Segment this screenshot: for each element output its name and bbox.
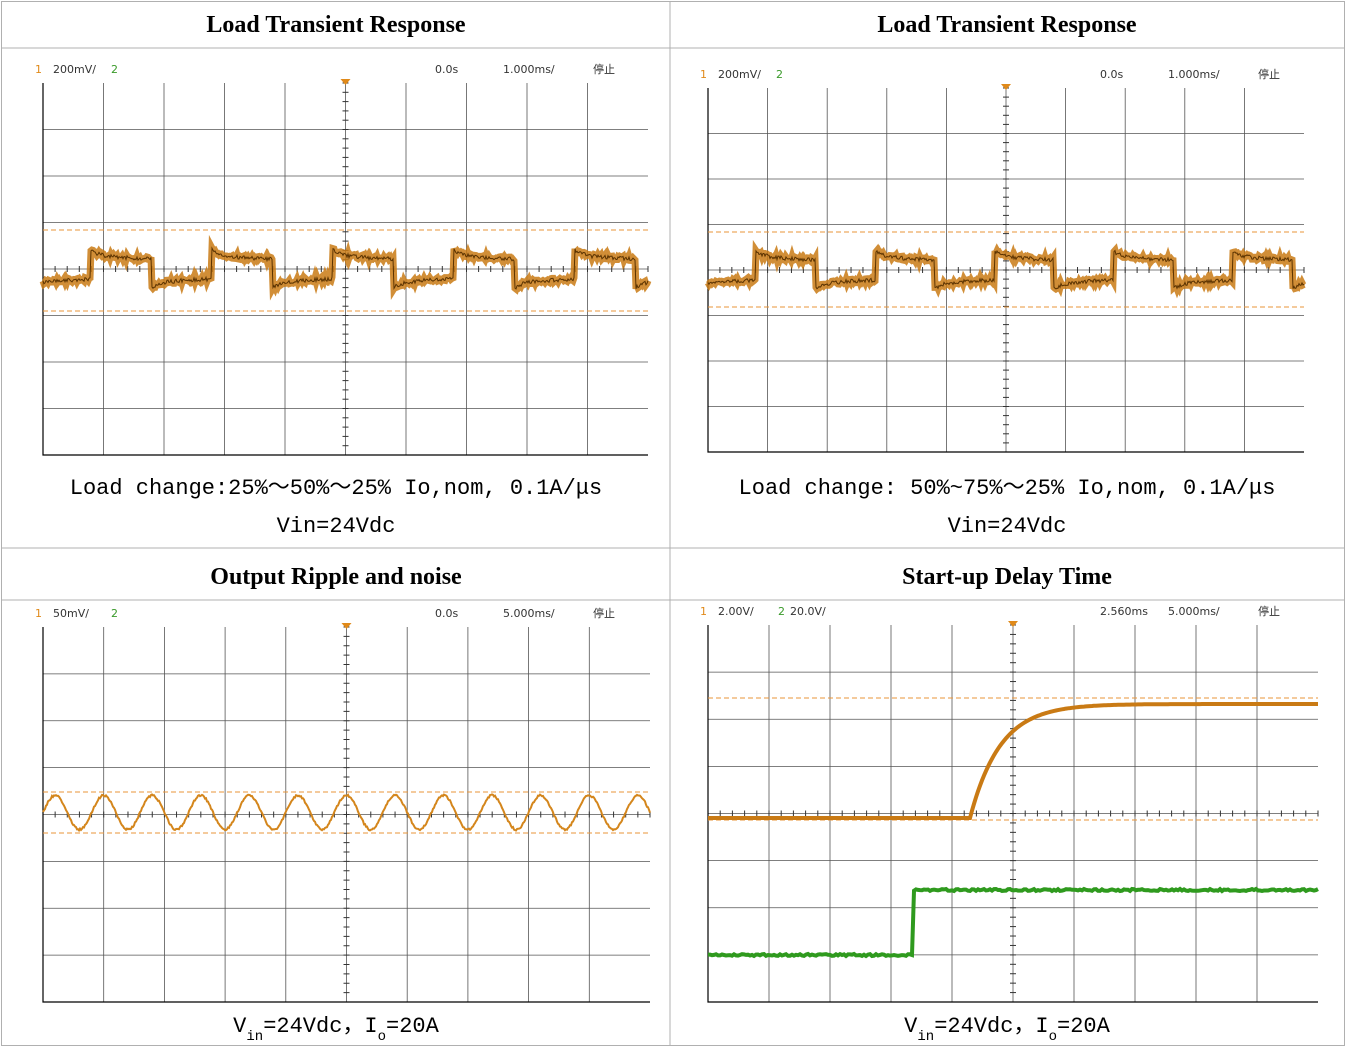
- scope-label: 1.000ms/: [503, 63, 555, 76]
- scope-label: 50mV/: [53, 607, 89, 620]
- section-title: Output Ripple and noise: [210, 564, 462, 590]
- caption-part: =24Vdc，I: [934, 1014, 1048, 1039]
- scope-label: 2: [778, 605, 785, 618]
- caption-part: =24Vdc，I: [263, 1014, 377, 1039]
- trigger-marker: [1008, 621, 1018, 627]
- scope-label: 停止: [1258, 67, 1280, 81]
- caption: Load change:25%～50%～25% Io,nom, 0.1A/μs: [70, 476, 602, 501]
- caption: Load change: 50%~75%～25% Io,nom, 0.1A/μs: [739, 476, 1276, 501]
- caption-part: in: [246, 1029, 263, 1045]
- scope-label: 0.0s: [1100, 68, 1123, 81]
- caption-part: Load change:25%～50%～25% Io,nom, 0.1A/μs: [70, 476, 602, 501]
- trigger-marker: [341, 79, 351, 85]
- scope-screen: [43, 623, 650, 1002]
- scope-label: 2.560ms: [1100, 605, 1148, 618]
- page: Load Transient Response 1 200mV/2 0.0s 1.000…: [0, 0, 1346, 1047]
- scope-label: 2: [111, 607, 118, 620]
- trigger-marker: [342, 623, 352, 629]
- scope-label: 2.00V/: [718, 605, 754, 618]
- scope-label: 停止: [1258, 604, 1280, 618]
- scope-label: 停止: [593, 62, 615, 76]
- scope-label: 5.000ms/: [503, 607, 555, 620]
- section-title: Load Transient Response: [877, 12, 1137, 38]
- caption-part: Vin=24Vdc: [948, 514, 1067, 539]
- caption-part: o: [1049, 1029, 1057, 1045]
- caption: Vin=24Vdc，Io=20A: [904, 1014, 1110, 1045]
- caption-part: o: [378, 1029, 386, 1045]
- caption: Vin=24Vdc: [277, 514, 396, 539]
- scope-label: 0.0s: [435, 63, 458, 76]
- scope-screen: [708, 621, 1318, 1002]
- scope-label: 1: [35, 607, 42, 620]
- trigger-marker: [1001, 84, 1011, 90]
- scope-label: 0.0s: [435, 607, 458, 620]
- section-title: Load Transient Response: [206, 12, 466, 38]
- caption: Vin=24Vdc: [948, 514, 1067, 539]
- caption: Vin=24Vdc，Io=20A: [233, 1014, 439, 1045]
- caption-part: in: [917, 1029, 934, 1045]
- scope-label: 5.000ms/: [1168, 605, 1220, 618]
- caption-part: Vin=24Vdc: [277, 514, 396, 539]
- scope-label: 1: [35, 63, 42, 76]
- caption-part: =20A: [1057, 1014, 1111, 1039]
- scope-label: 1.000ms/: [1168, 68, 1220, 81]
- scope-label: 2: [111, 63, 118, 76]
- section-title: Start-up Delay Time: [902, 564, 1112, 590]
- scope-label: 200mV/: [718, 68, 761, 81]
- caption-part: =20A: [386, 1014, 440, 1039]
- scope-label: 2: [776, 68, 783, 81]
- caption-part: V: [904, 1014, 918, 1039]
- scope-screen: [708, 84, 1304, 452]
- scope-label: 1: [700, 605, 707, 618]
- scope-label: 200mV/: [53, 63, 96, 76]
- scope-label: 20.0V/: [790, 605, 826, 618]
- scope-label: 停止: [593, 606, 615, 620]
- scope-label: 1: [700, 68, 707, 81]
- scope-screen: [43, 79, 648, 455]
- caption-part: V: [233, 1014, 247, 1039]
- caption-part: Load change: 50%~75%～25% Io,nom, 0.1A/μs: [739, 476, 1276, 501]
